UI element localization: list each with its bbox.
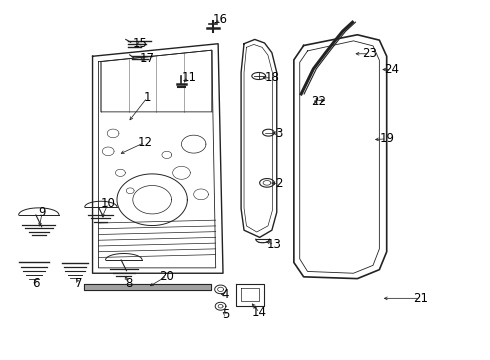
Text: 18: 18 — [265, 71, 279, 84]
Text: 21: 21 — [414, 292, 428, 305]
Text: 19: 19 — [379, 132, 394, 145]
Text: 14: 14 — [252, 306, 267, 319]
Text: 9: 9 — [39, 206, 46, 219]
Text: 12: 12 — [137, 136, 152, 149]
Text: 2: 2 — [275, 177, 283, 190]
Text: 20: 20 — [159, 270, 174, 283]
Text: 6: 6 — [32, 278, 40, 291]
Text: 17: 17 — [140, 52, 155, 65]
Text: 5: 5 — [222, 308, 229, 321]
Text: 10: 10 — [101, 197, 116, 210]
Text: 13: 13 — [267, 238, 282, 251]
Text: 11: 11 — [181, 71, 196, 84]
Text: 24: 24 — [384, 63, 399, 76]
Text: 22: 22 — [311, 95, 326, 108]
Text: 3: 3 — [275, 127, 283, 140]
Text: 16: 16 — [213, 13, 228, 26]
Text: 8: 8 — [125, 278, 132, 291]
Text: 15: 15 — [132, 36, 147, 50]
Text: 23: 23 — [362, 47, 377, 60]
Text: 1: 1 — [144, 91, 151, 104]
Text: 4: 4 — [221, 288, 229, 301]
Text: 7: 7 — [75, 278, 83, 291]
